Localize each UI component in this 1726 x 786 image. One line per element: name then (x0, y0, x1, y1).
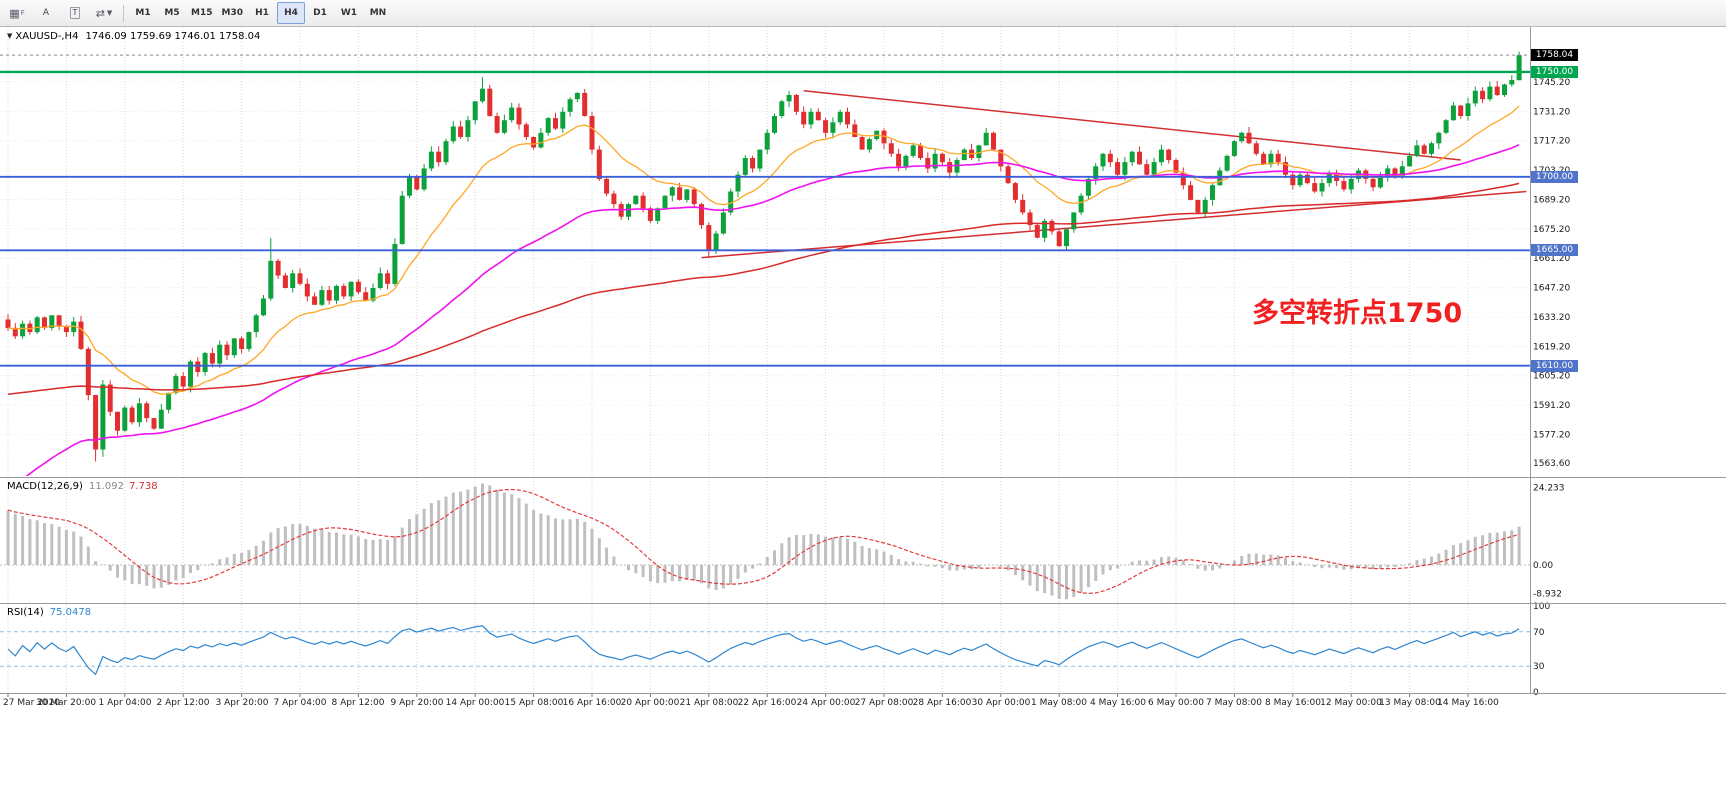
letter-t-label: T (69, 7, 81, 19)
price-axis-label: 1619.20 (1533, 342, 1570, 352)
time-axis-label: 20 Apr 00:00 (620, 698, 680, 708)
chevron-down-icon: ▼ (106, 9, 113, 17)
time-axis-label: 12 May 00:00 (1320, 698, 1382, 708)
timeframe-group: M1 M5 M15 M30 H1 H4 D1 W1 MN (129, 2, 392, 24)
timeframe-button-m1[interactable]: M1 (135, 8, 151, 18)
macd-signal-line (7, 488, 1520, 595)
time-axis-label: 30 Apr 00:00 (971, 698, 1031, 708)
main-pane-layer (0, 51, 1530, 476)
time-axis-label: 6 May 00:00 (1148, 698, 1204, 708)
rsi-axis-label: 70 (1533, 628, 1545, 638)
rsi-line (7, 625, 1520, 676)
price-axis-label: 1591.20 (1533, 401, 1570, 411)
price-axis-label: 1731.20 (1533, 107, 1570, 117)
arrows-glyph-icon: ⇄ (95, 6, 105, 20)
axis-labels-layer: 1745.201731.201717.201703.201689.201675.… (1533, 78, 1570, 698)
text-tool-icon[interactable]: T (61, 2, 89, 24)
price-axis-label: 1605.20 (1533, 372, 1570, 382)
time-axis-label: 28 Apr 16:00 (912, 698, 972, 708)
time-axis-label: 3 Apr 20:00 (215, 698, 269, 708)
price-level-tag: 1665.00 (1531, 244, 1578, 256)
macd-axis-label: 24.233 (1533, 484, 1565, 494)
macd-title: MACD(12,26,9) (7, 481, 83, 492)
time-axis-label: 4 May 16:00 (1090, 698, 1146, 708)
timeframe-button-m30[interactable]: M30 (221, 8, 243, 18)
chart-annotation-text: 多空转折点1750 (1252, 298, 1463, 329)
rsi-value: 75.0478 (49, 607, 92, 618)
price-axis-label: 1633.20 (1533, 313, 1570, 323)
price-level-tag: 1750.00 (1531, 66, 1578, 78)
annotate-letter-icon[interactable]: A (32, 2, 60, 24)
timeframe-button-d1[interactable]: D1 (313, 8, 327, 18)
cycle-symbols-icon[interactable]: ⇄ ▼ (90, 2, 118, 24)
timeframe-button-mn[interactable]: MN (369, 8, 387, 18)
time-axis-label: 16 Apr 16:00 (562, 698, 622, 708)
macd-header: MACD(12,26,9) 11.092 7.738 (7, 481, 158, 492)
gridlines-layer (0, 27, 1530, 697)
moving-average-line (7, 105, 1520, 395)
chart-ohlc-values: 1746.09 1759.69 1746.01 1758.04 (85, 31, 261, 42)
macd-axis-label: 0.00 (1533, 561, 1553, 571)
time-axis-label: 27 Mar 2020 (3, 698, 61, 708)
price-axis-label: 1647.20 (1533, 284, 1570, 294)
time-axis-label: 7 May 08:00 (1206, 698, 1262, 708)
price-axis-label: 1661.20 (1533, 254, 1570, 264)
time-axis-label: 27 Apr 08:00 (854, 698, 914, 708)
price-axis-label: 1717.20 (1533, 137, 1570, 147)
rsi-axis-label: 30 (1533, 662, 1545, 672)
timeframe-button-m15[interactable]: M15 (191, 8, 213, 18)
chart-marker-icon[interactable]: ▼ (7, 32, 13, 40)
trendline (803, 90, 1461, 161)
rsi-header: RSI(14) 75.0478 (7, 607, 91, 618)
time-axis-label: 14 Apr 00:00 (445, 698, 505, 708)
price-level-tag: 1700.00 (1531, 171, 1578, 183)
grid-glyph-icon: ▦ (9, 6, 20, 20)
time-axis-label: 30 Mar 20:00 (35, 698, 97, 708)
macd-axis-label: -8.932 (1533, 590, 1562, 600)
time-axis-label: 7 Apr 04:00 (273, 698, 327, 708)
toolbar: ▦ F A T ⇄ ▼ M1 M5 M15 M30 H1 H4 D1 W1 MN (0, 0, 1726, 27)
price-axis-label: 1689.20 (1533, 196, 1570, 206)
chart-header: ▼ XAUUSD-,H4 1746.09 1759.69 1746.01 1758.… (7, 31, 260, 42)
price-axis-min-label: 1563.60 (1533, 459, 1570, 469)
chart-grid-icon[interactable]: ▦ F (3, 2, 31, 24)
grid-f-label: F (20, 9, 25, 17)
macd-pane-layer (0, 483, 1530, 600)
trendline (701, 190, 1527, 259)
rsi-title: RSI(14) (7, 607, 44, 618)
macd-main-value: 11.092 (88, 481, 124, 492)
time-axis-label: 1 May 08:00 (1031, 698, 1087, 708)
time-axis-label: 13 May 08:00 (1379, 698, 1441, 708)
time-axis-label: 8 Apr 12:00 (331, 698, 385, 708)
time-axis-label: 9 Apr 20:00 (390, 698, 444, 708)
price-level-tag: 1610.00 (1531, 360, 1578, 372)
timeframe-button-h4[interactable]: H4 (276, 2, 305, 24)
moving-average-line (25, 143, 1520, 476)
toolbar-separator (123, 4, 124, 22)
price-axis-label: 1745.20 (1533, 78, 1570, 88)
timeframe-button-m5[interactable]: M5 (164, 8, 180, 18)
rsi-pane-layer (0, 625, 1530, 676)
timeframe-button-w1[interactable]: W1 (340, 8, 358, 18)
time-axis-label: 22 Apr 16:00 (737, 698, 797, 708)
time-axis-label: 15 Apr 08:00 (504, 698, 564, 708)
time-axis-label: 8 May 16:00 (1265, 698, 1321, 708)
rsi-axis-label: 100 (1533, 602, 1550, 612)
time-axis-label: 21 Apr 08:00 (679, 698, 739, 708)
time-axis-label: 14 May 16:00 (1437, 698, 1499, 708)
chart-symbol-period: XAUUSD-,H4 (15, 31, 79, 42)
timeframe-button-h1[interactable]: H1 (255, 8, 269, 18)
time-axis-label: 2 Apr 12:00 (156, 698, 210, 708)
time-axis-label: 24 Apr 00:00 (796, 698, 856, 708)
macd-signal-value: 7.738 (128, 481, 158, 492)
letter-a-label: A (42, 8, 50, 18)
time-axis-label: 1 Apr 04:00 (98, 698, 152, 708)
current-price-tag: 1758.04 (1531, 49, 1578, 61)
price-axis-label: 1577.20 (1533, 431, 1570, 441)
moving-average-line (7, 182, 1520, 395)
price-axis-label: 1675.20 (1533, 225, 1570, 235)
